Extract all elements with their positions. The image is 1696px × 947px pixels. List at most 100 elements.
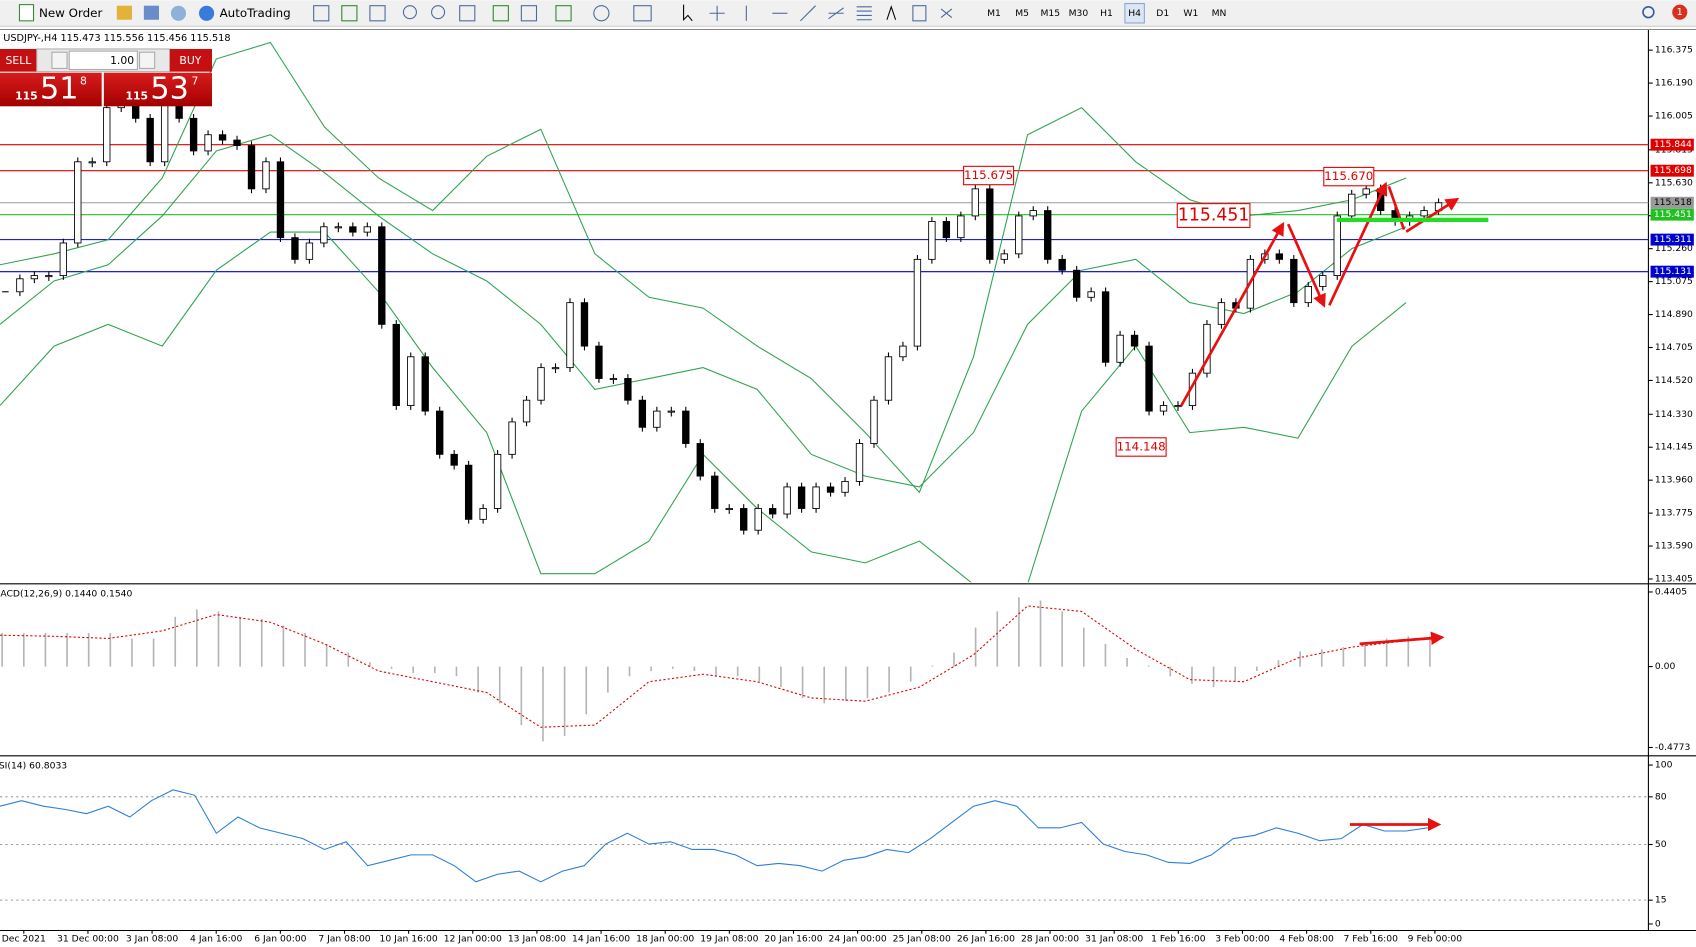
new-order-icon (18, 4, 35, 22)
candle (1420, 210, 1428, 217)
candle (928, 221, 936, 260)
tool-icon[interactable] (555, 5, 572, 22)
tool-icon[interactable] (369, 5, 386, 22)
candle (204, 134, 212, 152)
tool-icon[interactable] (520, 5, 538, 22)
lot-input[interactable] (68, 50, 138, 71)
candle (493, 453, 502, 509)
price-level-box (1650, 138, 1694, 151)
candle (1290, 258, 1298, 304)
candle (233, 139, 241, 147)
candle (884, 356, 893, 401)
macd-bar (369, 662, 371, 667)
timeframe-button[interactable]: M15 (1040, 8, 1060, 19)
sell-price-box[interactable] (0, 72, 102, 107)
fibo-tool[interactable] (856, 6, 872, 21)
panel (0, 597, 1431, 742)
time-label: 24 Jan 00:00 (829, 934, 887, 945)
tool-icon[interactable] (313, 5, 330, 22)
buy-price-big: 115 (125, 90, 148, 103)
buy-price-pip: 7 (191, 74, 198, 87)
macd-bar (1082, 627, 1085, 667)
toolbar-icon[interactable] (116, 5, 132, 20)
timeframe-button[interactable]: MN (1212, 8, 1227, 19)
tool-icon[interactable] (341, 5, 358, 22)
macd-bar (1039, 600, 1042, 667)
toolbar-icon[interactable] (143, 5, 159, 20)
shapes-tool[interactable] (940, 8, 953, 19)
candle (74, 161, 82, 244)
notification-badge[interactable] (1672, 4, 1688, 20)
time-label: 14 Jan 16:00 (572, 934, 630, 945)
macd-bar (152, 638, 155, 667)
price-level-label: 115.844 (1654, 139, 1692, 150)
macd-bar (66, 633, 68, 667)
timeframe-button[interactable]: M30 (1069, 8, 1089, 19)
buy-button[interactable] (169, 48, 212, 72)
indicator-title: RSI(14) 60.8033 (0, 761, 67, 772)
tool-icon[interactable] (402, 5, 417, 20)
channel-tool[interactable] (828, 7, 844, 20)
candle (971, 188, 980, 217)
macd-bar (1407, 636, 1410, 667)
y-tick-label: 0.00 (1655, 661, 1676, 672)
candle (262, 161, 270, 190)
y-tick-label: 113.590 (1655, 541, 1693, 552)
new-order-button[interactable]: New Order (18, 4, 102, 22)
toolbar-icon[interactable] (170, 5, 187, 21)
buy-price-box[interactable] (103, 72, 212, 107)
macd-bar (1061, 611, 1063, 667)
candle (711, 475, 719, 509)
timeframe-button[interactable]: W1 (1183, 8, 1198, 19)
time-label: 1 Feb 16:00 (1151, 934, 1206, 945)
timeframe-button[interactable]: H4 (1128, 8, 1141, 19)
active-timeframe-frame (1124, 2, 1145, 24)
candle (1304, 286, 1312, 304)
y-tick-label: 114.890 (1655, 309, 1693, 320)
text-tool[interactable] (886, 5, 897, 20)
search-icon[interactable] (1642, 5, 1655, 19)
macd-bar (736, 666, 739, 677)
timeframe-button[interactable]: H1 (1100, 8, 1113, 19)
time-label: 4 Jan 16:00 (190, 934, 242, 945)
candle (1174, 405, 1182, 408)
autotrading-button[interactable]: AutoTrading (199, 5, 291, 21)
trade-panel: USDJPY-,H4 115.473 115.556 115.456 115.5… (0, 30, 231, 107)
candle (957, 215, 965, 239)
price-level-label: 115.451 (1654, 209, 1692, 220)
lot-decrease[interactable] (51, 51, 68, 69)
macd-bar (1169, 666, 1172, 677)
tool-icon[interactable] (459, 5, 476, 22)
trend-arrow (1286, 223, 1326, 308)
macd-bar (1385, 638, 1388, 667)
timeframe-button[interactable]: M5 (1015, 8, 1029, 19)
candle (450, 453, 458, 466)
crosshair-tool[interactable] (709, 5, 725, 21)
candle (276, 161, 285, 239)
autotrading-icon (199, 5, 215, 21)
trendline-tool[interactable] (800, 5, 816, 22)
candle (1072, 269, 1081, 298)
tool-icon[interactable] (593, 5, 610, 22)
macd-bar (1256, 666, 1258, 672)
time-label: 26 Jan 16:00 (957, 934, 1015, 945)
time-label: 4 Feb 08:00 (1279, 934, 1334, 945)
tool-icon[interactable] (633, 5, 652, 22)
tool-icon[interactable] (492, 5, 509, 22)
timeframe-button[interactable]: M1 (987, 8, 1001, 19)
lot-increase[interactable] (138, 51, 156, 69)
candle (1015, 215, 1023, 255)
candle (609, 378, 618, 381)
candle (1116, 334, 1124, 363)
timeframe-button[interactable]: D1 (1156, 8, 1169, 19)
candle (551, 367, 560, 370)
label-tool[interactable] (912, 5, 927, 22)
tool-icon[interactable] (431, 5, 446, 20)
y-tick-label: 116.190 (1655, 78, 1693, 89)
macd-bar (866, 666, 869, 698)
y-tick-label: 115.260 (1655, 243, 1693, 254)
cursor-tool[interactable] (683, 4, 693, 22)
y-tick-label: 15 (1655, 895, 1667, 906)
sell-button[interactable] (0, 48, 37, 72)
candle (768, 508, 777, 515)
